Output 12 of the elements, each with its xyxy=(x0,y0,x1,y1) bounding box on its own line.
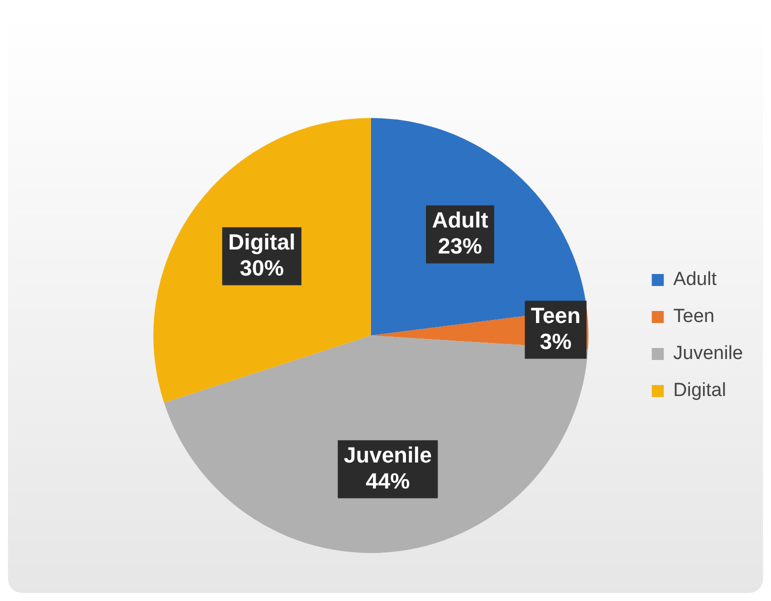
legend-label: Digital xyxy=(673,380,726,402)
slice-label: Digital xyxy=(228,229,296,254)
legend-label: Juvenile xyxy=(673,343,744,364)
data-label: 44% xyxy=(366,468,410,494)
slice-label: Adult xyxy=(432,207,489,232)
data-label: 23% xyxy=(438,233,482,258)
legend-label: Adult xyxy=(673,269,718,290)
slice-label: Juvenile xyxy=(344,442,432,468)
slice-label: Teen xyxy=(530,302,581,328)
data-label: 30% xyxy=(240,255,284,280)
legend-label: Teen xyxy=(673,306,714,328)
data-label: 3% xyxy=(540,328,572,354)
